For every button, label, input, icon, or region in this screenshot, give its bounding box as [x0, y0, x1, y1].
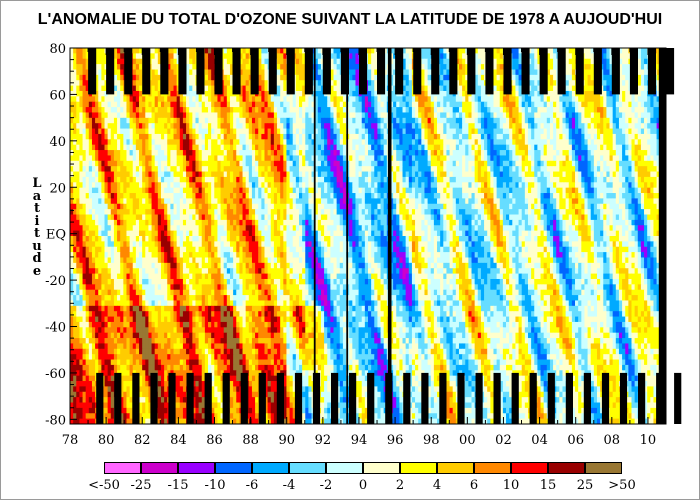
y-axis-label-letter: a	[32, 188, 42, 204]
legend-swatch	[141, 462, 178, 474]
legend-label: -25	[130, 478, 152, 493]
legend-label: -6	[245, 478, 259, 493]
y-axis-label-letter: t	[33, 226, 40, 241]
plot-border	[69, 47, 667, 425]
y-axis-label-letter: u	[32, 238, 42, 254]
legend-label: -10	[204, 478, 226, 493]
legend-label: 0	[358, 478, 368, 493]
legend-swatch	[437, 462, 474, 474]
legend-label: 4	[432, 478, 442, 493]
legend-swatch	[511, 462, 548, 474]
x-tick-label: 94	[351, 433, 368, 448]
legend-swatch	[585, 462, 622, 474]
legend-swatch	[252, 462, 289, 474]
y-axis-label-letter: L	[32, 176, 42, 191]
legend-swatch	[326, 462, 363, 474]
missing-data	[88, 48, 682, 424]
y-tick-label: 20	[49, 181, 66, 196]
legend-label: -4	[282, 478, 296, 493]
legend-swatch	[178, 462, 215, 474]
x-tick-label: 80	[98, 433, 115, 448]
legend-label: 6	[469, 478, 479, 493]
x-tick-label: 08	[604, 433, 621, 448]
legend-label: -2	[319, 478, 333, 493]
x-tick-label: 98	[423, 433, 440, 448]
x-tick-label: 96	[387, 433, 404, 448]
x-tick-label: 06	[567, 433, 584, 448]
legend-swatch	[215, 462, 252, 474]
legend-label: <-50	[88, 478, 120, 493]
y-tick-label: 80	[49, 42, 66, 57]
x-tick-label: 84	[170, 433, 187, 448]
y-tick-label: -20	[45, 274, 66, 289]
legend-swatch	[474, 462, 511, 474]
legend-label: >50	[608, 478, 636, 493]
legend-label: 15	[539, 478, 557, 493]
x-axis: 78 80 82 84 86 88 90 92 94 96 98 00 02 04 06 08 10	[62, 48, 667, 448]
y-tick-label: 60	[49, 88, 66, 103]
legend-label: 2	[395, 478, 405, 493]
y-tick-label: 40	[49, 135, 66, 150]
y-tick-label: -60	[45, 367, 66, 382]
y-axis-label-letter: e	[32, 263, 42, 279]
x-tick-label: 02	[495, 433, 512, 448]
y-axis: 80 60 40 20 EQ -20 -40 -60 -80	[45, 42, 666, 428]
x-tick-label: 82	[134, 433, 151, 448]
y-tick-label: -80	[45, 413, 66, 428]
chart-title: L'ANOMALIE DU TOTAL D'OZONE SUIVANT LA L…	[37, 11, 663, 28]
x-tick-label: 00	[459, 433, 476, 448]
y-axis-label-letter: i	[34, 213, 40, 229]
x-tick-label: 10	[640, 433, 657, 448]
x-tick-label: 88	[242, 433, 259, 448]
y-tick-label: -40	[45, 321, 66, 336]
heatmap-field	[70, 48, 667, 425]
y-axis-label-letter: t	[33, 201, 40, 216]
legend-label: 10	[502, 478, 520, 493]
x-tick-label: 04	[531, 433, 548, 448]
x-tick-label: 86	[206, 433, 223, 448]
legend-swatch	[548, 462, 585, 474]
y-tick-label: EQ	[46, 228, 66, 243]
x-tick-label: 90	[278, 433, 295, 448]
x-tick-label: 78	[62, 433, 79, 448]
legend-label: 25	[576, 478, 594, 493]
legend-label: -15	[167, 478, 189, 493]
legend-swatch	[289, 462, 326, 474]
x-tick-label: 92	[315, 433, 332, 448]
legend-swatch	[104, 462, 141, 474]
y-axis-label-letter: d	[32, 251, 42, 266]
legend-swatch	[400, 462, 437, 474]
legend-swatch	[363, 462, 400, 474]
